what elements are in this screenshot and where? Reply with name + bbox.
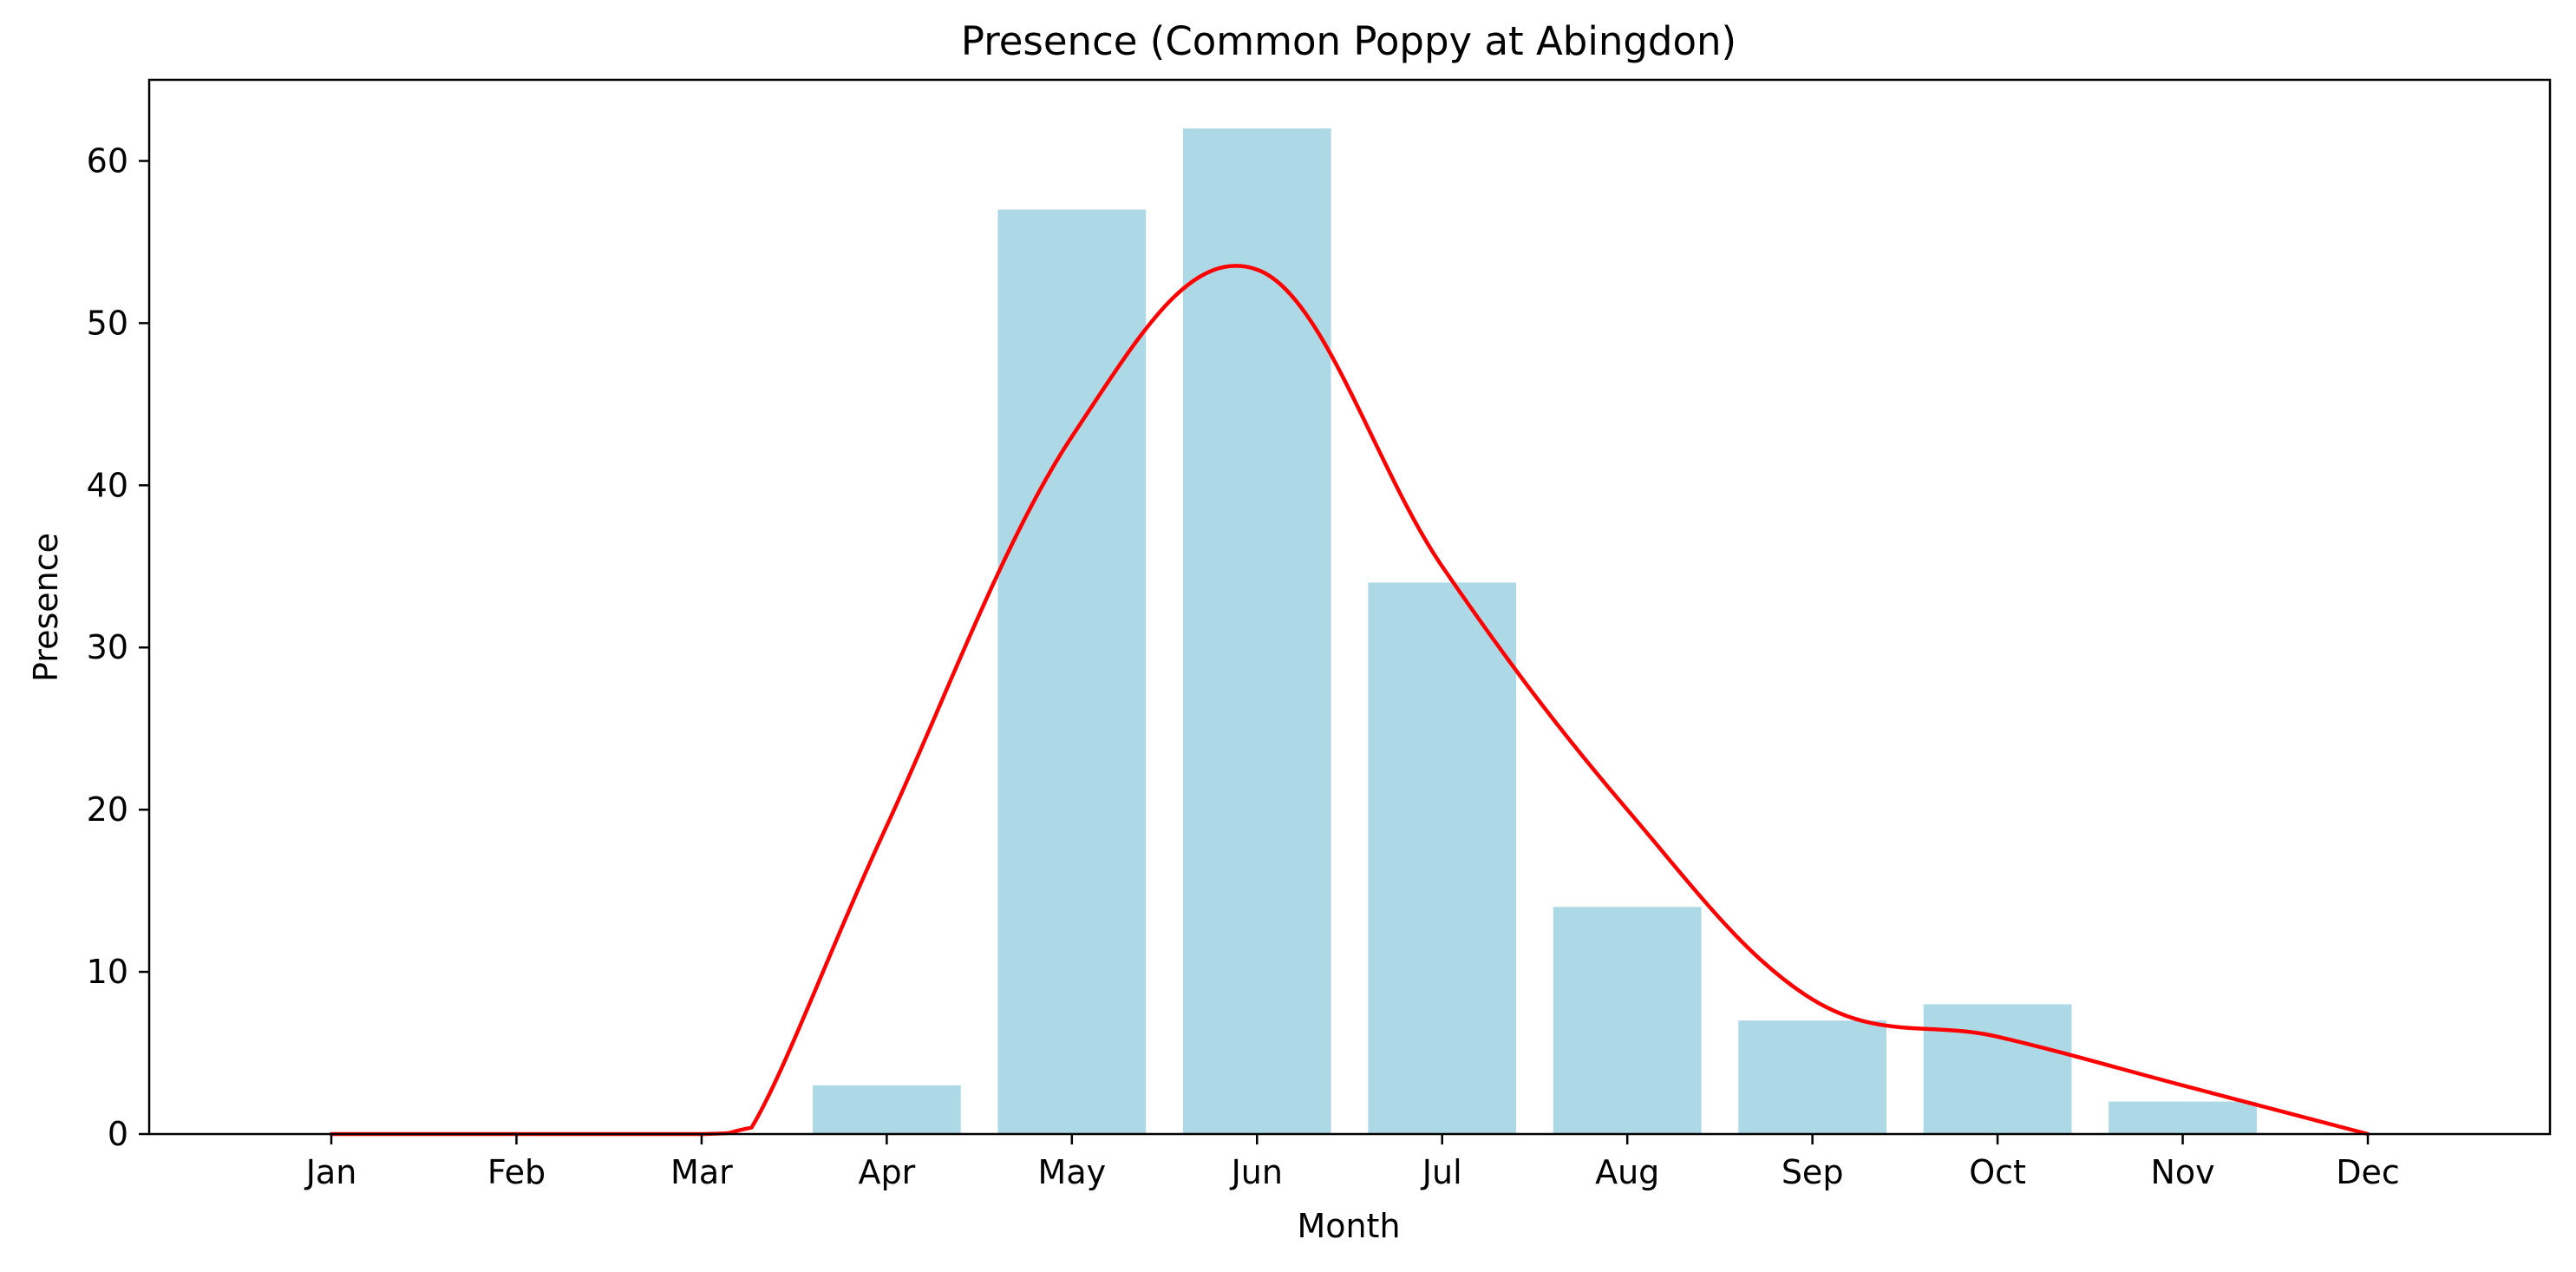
trend-line (329, 264, 2370, 1137)
bar-aug (1553, 907, 1702, 1134)
x-tick-label: Dec (2336, 1153, 2400, 1191)
x-tick-label: Aug (1595, 1153, 1659, 1191)
bar-oct (1923, 1004, 2072, 1134)
x-tick-label: Jan (304, 1153, 357, 1191)
x-tick-label: May (1038, 1153, 1107, 1191)
x-tick-label: Apr (858, 1153, 915, 1191)
x-tick-label: Jun (1230, 1153, 1283, 1191)
bar-jul (1368, 582, 1517, 1134)
x-tick-label: Nov (2150, 1153, 2214, 1191)
bar-apr (812, 1085, 961, 1134)
x-tick-label: Mar (670, 1153, 733, 1191)
x-tick-label: Oct (1969, 1153, 2026, 1191)
x-tick-label: Sep (1782, 1153, 1844, 1191)
plot-area-frame (147, 78, 2552, 1136)
chart-title: Presence (Common Poppy at Abingdon) (961, 18, 1736, 64)
x-tick-label: Feb (487, 1153, 546, 1191)
y-tick-label: 20 (87, 790, 128, 829)
y-axis-label: Presence (27, 533, 65, 682)
y-tick-label: 30 (87, 628, 128, 666)
y-tick-label: 40 (87, 466, 128, 504)
bar-series (812, 128, 2257, 1135)
x-tick-label: Jul (1421, 1153, 1462, 1191)
y-tick-label: 10 (87, 953, 128, 991)
x-axis: Jan Feb Mar Apr May Jun Jul Aug Sep Oct Nov Dec (304, 1134, 2400, 1191)
y-tick-label: 0 (108, 1115, 128, 1153)
y-tick-label: 60 (87, 141, 128, 180)
bar-nov (2109, 1101, 2257, 1134)
bar-sep (1738, 1020, 1887, 1134)
x-axis-label: Month (1297, 1207, 1400, 1245)
y-tick-label: 50 (87, 304, 128, 342)
y-axis: 0 10 20 30 40 50 60 (87, 141, 149, 1153)
bar-may (997, 209, 1147, 1135)
bar-jun (1182, 128, 1331, 1135)
